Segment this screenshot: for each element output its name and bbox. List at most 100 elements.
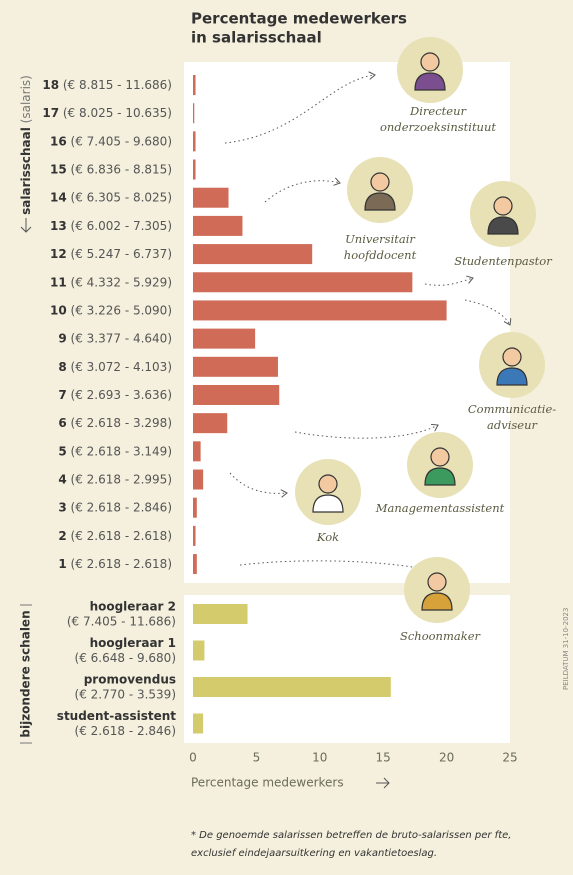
x-tick-label: 20	[439, 751, 454, 765]
category-range: (€ 6.836 - 8.815)	[71, 162, 172, 176]
bar	[193, 272, 413, 293]
category-label: 9 (€ 3.377 - 4.640)	[58, 331, 172, 345]
category-label: 1 (€ 2.618 - 2.618)	[58, 557, 172, 571]
bar	[193, 497, 197, 518]
category-range: (€ 2.618 - 3.149)	[71, 444, 172, 458]
category-label: promovendus	[84, 673, 176, 687]
bar	[193, 713, 204, 734]
group-label: salarisschaal (salaris)	[19, 75, 33, 215]
bar	[193, 75, 196, 95]
role-body	[424, 467, 456, 486]
role-head	[493, 196, 513, 216]
category-name: 13	[50, 218, 67, 232]
pointer-arrow	[239, 560, 430, 570]
category-range: (€ 5.247 - 6.737)	[71, 247, 172, 261]
category-name: 10	[50, 303, 67, 317]
category-label: 5 (€ 2.618 - 3.149)	[58, 444, 172, 458]
role-label: Schoonmaker	[400, 629, 482, 643]
x-axis-label: Percentage medewerkers	[191, 776, 344, 790]
role-body	[364, 192, 396, 211]
category-label: 2 (€ 2.618 - 2.618)	[58, 528, 172, 542]
category-label: 13 (€ 6.002 - 7.305)	[50, 218, 172, 232]
category-name: 4	[58, 472, 66, 486]
category-name: 11	[50, 275, 67, 289]
category-range: (€ 3.072 - 4.103)	[71, 359, 172, 373]
chart-title: in salarisschaal	[191, 29, 322, 47]
x-tick-label: 10	[312, 751, 327, 765]
role-head	[502, 347, 522, 367]
category-label: 3 (€ 2.618 - 2.846)	[58, 500, 172, 514]
bar	[193, 356, 278, 377]
category-range: (€ 6.002 - 7.305)	[71, 218, 172, 232]
group-label: salarisschaal	[19, 127, 33, 215]
category-label: 15 (€ 6.836 - 8.815)	[50, 162, 172, 176]
category-label: 7 (€ 2.693 - 3.636)	[58, 387, 172, 401]
role-head	[430, 447, 450, 467]
category-range: (€ 8.815 - 11.686)	[63, 78, 172, 92]
category-range: (€ 2.618 - 2.846)	[75, 724, 176, 738]
role-body	[487, 216, 519, 235]
bar	[193, 103, 195, 124]
category-range: (€ 7.405 - 9.680)	[71, 134, 172, 148]
bar	[193, 469, 204, 490]
bar	[193, 328, 256, 349]
category-range: (€ 2.693 - 3.636)	[71, 387, 172, 401]
bar	[193, 300, 447, 321]
category-range: (€ 6.305 - 8.025)	[71, 190, 172, 204]
category-label: hoogleraar 2	[90, 600, 176, 614]
x-tick-label: 0	[189, 751, 197, 765]
bar	[193, 187, 229, 208]
category-name: 9	[58, 331, 66, 345]
bar	[193, 244, 313, 265]
category-name: 7	[58, 387, 66, 401]
category-name: 8	[58, 359, 66, 373]
category-name: 18	[42, 78, 59, 92]
category-label: 12 (€ 5.247 - 6.737)	[50, 247, 172, 261]
category-label: 10 (€ 3.226 - 5.090)	[50, 303, 172, 317]
footnote: exclusief eindejaarsuitkering en vakanti…	[191, 848, 437, 859]
category-range: (€ 2.618 - 2.995)	[71, 472, 172, 486]
category-name: 2	[58, 528, 66, 542]
x-tick-label: 5	[253, 751, 261, 765]
role-label: Studentenpastor	[454, 254, 553, 268]
category-name: 3	[58, 500, 66, 514]
role-label: hoofddocent	[344, 248, 417, 262]
x-tick-label: 25	[502, 751, 517, 765]
category-label: 18 (€ 8.815 - 11.686)	[42, 78, 172, 92]
axis-arrow	[20, 218, 32, 233]
category-name: 15	[50, 162, 67, 176]
category-label: 17 (€ 8.025 - 10.635)	[42, 106, 172, 120]
role-label: Directeur	[409, 104, 467, 118]
chart-title: Percentage medewerkers	[191, 10, 407, 28]
role-label: Managementassistent	[375, 501, 505, 515]
category-label: 11 (€ 4.332 - 5.929)	[50, 275, 172, 289]
category-label: 6 (€ 2.618 - 3.298)	[58, 416, 172, 430]
role-head	[370, 172, 390, 192]
category-range: (€ 3.226 - 5.090)	[71, 303, 172, 317]
category-label: 16 (€ 7.405 - 9.680)	[50, 134, 172, 148]
category-label: hoogleraar 1	[90, 636, 176, 650]
role-body	[414, 72, 446, 91]
bar	[193, 159, 196, 180]
group-label: bijzondere schalen	[19, 610, 33, 737]
axis-arrow	[376, 777, 390, 789]
role-body	[312, 494, 344, 513]
bar	[193, 215, 243, 236]
category-name: 17	[42, 106, 59, 120]
footnote: * De genoemde salarissen betreffen de br…	[191, 830, 511, 841]
category-range: (€ 2.618 - 2.846)	[71, 500, 172, 514]
bar	[193, 413, 228, 434]
category-range: (€ 4.332 - 5.929)	[71, 275, 172, 289]
bar	[193, 131, 196, 152]
category-label: 8 (€ 3.072 - 4.103)	[58, 359, 172, 373]
category-range: (€ 2.770 - 3.539)	[75, 688, 176, 702]
bar	[193, 640, 205, 661]
role-label: adviseur	[487, 418, 539, 432]
category-name: 6	[58, 416, 66, 430]
category-name: 5	[58, 444, 66, 458]
category-range: (€ 3.377 - 4.640)	[71, 331, 172, 345]
role-body	[496, 367, 528, 386]
pointer-arrow	[424, 278, 473, 286]
bar	[193, 604, 248, 624]
